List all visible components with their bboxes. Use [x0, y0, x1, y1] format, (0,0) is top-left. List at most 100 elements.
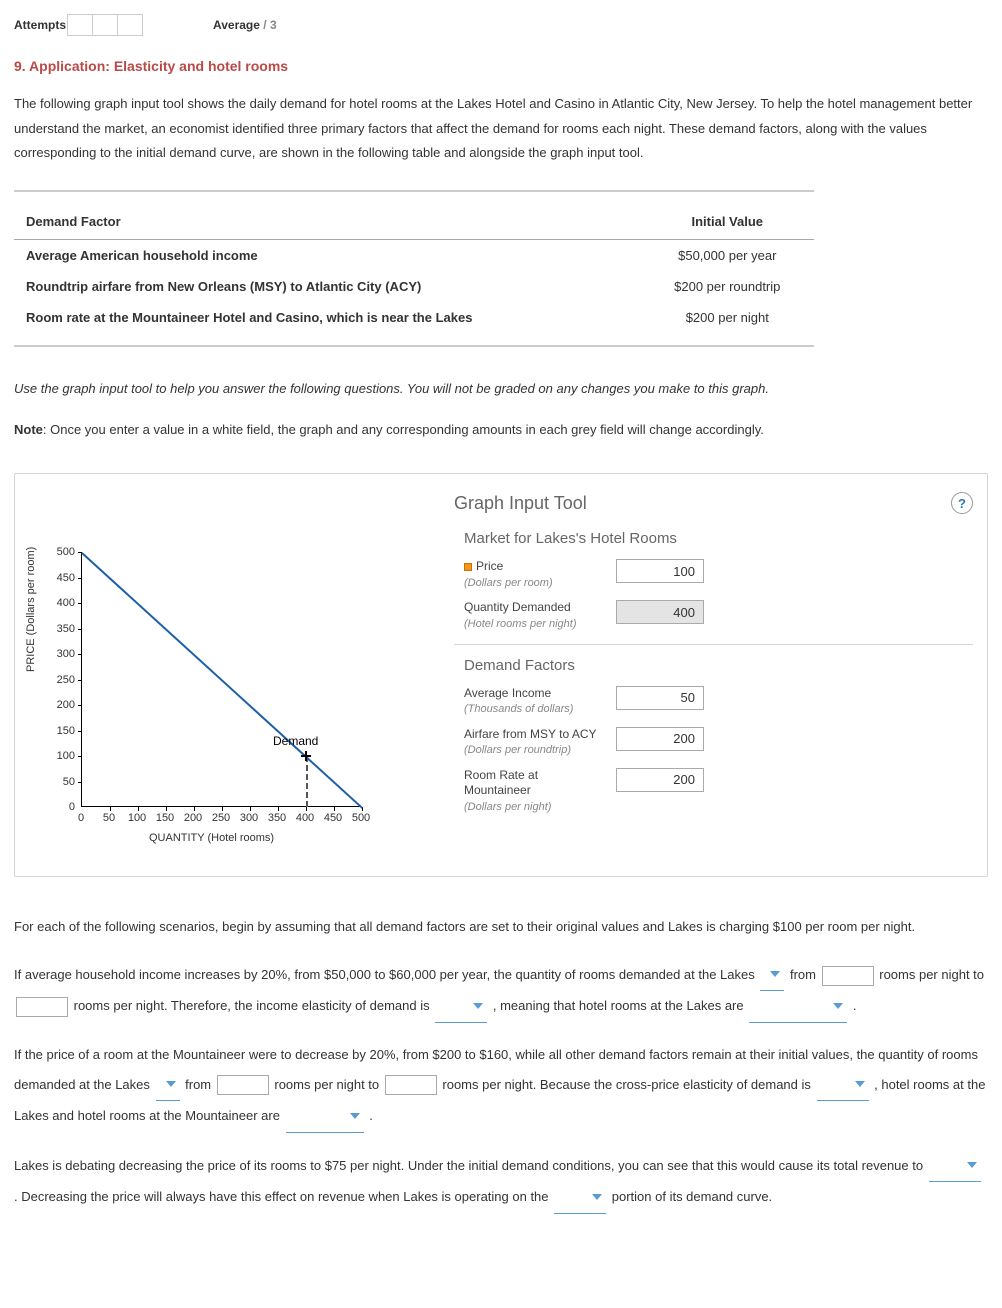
income-label: Average Income [464, 686, 551, 700]
axis-tick [78, 782, 82, 783]
axis-tick [78, 731, 82, 732]
chevron-down-icon [473, 1003, 483, 1009]
cell-value: $200 per night [641, 302, 814, 333]
ytick: 350 [49, 623, 75, 635]
s3-revenue-dropdown[interactable] [929, 1151, 981, 1183]
axis-tick [78, 629, 82, 630]
attempt-box-2 [92, 14, 118, 36]
s3-portion-dropdown[interactable] [554, 1182, 606, 1214]
orange-marker-icon [464, 563, 472, 571]
s2-direction-dropdown[interactable] [156, 1070, 180, 1102]
s2-to-input[interactable] [385, 1075, 437, 1095]
x-axis-label: QUANTITY (Hotel rooms) [149, 832, 274, 844]
axis-tick [110, 807, 111, 811]
ytick: 250 [49, 674, 75, 686]
xtick: 450 [324, 812, 342, 824]
s1-elasticity-dropdown[interactable] [435, 991, 487, 1023]
chevron-down-icon [855, 1081, 865, 1087]
attempt-box-1 [67, 14, 93, 36]
divider [454, 644, 973, 645]
xtick: 250 [212, 812, 230, 824]
income-input[interactable]: 50 [616, 686, 704, 710]
cell-value: $200 per roundtrip [641, 271, 814, 302]
note-label: Note [14, 422, 43, 437]
xtick: 50 [103, 812, 115, 824]
demand-factor-table: Demand Factor Initial Value Average Amer… [14, 190, 814, 347]
chevron-down-icon [592, 1194, 602, 1200]
xtick: 300 [240, 812, 258, 824]
rate-row: Room Rate at Mountaineer (Dollars per ni… [464, 768, 973, 815]
s1-text: . [853, 999, 857, 1014]
s2-text: . [369, 1108, 373, 1123]
attempts-bar: Attempts Average / 3 [14, 14, 988, 36]
s3-text: Lakes is debating decreasing the price o… [14, 1158, 927, 1173]
s1-text: If average household income increases by… [14, 967, 758, 982]
graph-note: Note: Once you enter a value in a white … [14, 418, 988, 443]
axis-tick [78, 578, 82, 579]
th-value: Initial Value [641, 204, 814, 240]
s2-from-input[interactable] [217, 1075, 269, 1095]
s1-text: , meaning that hotel rooms at the Lakes … [493, 999, 747, 1014]
xtick: 500 [352, 812, 370, 824]
qd-sublabel: (Hotel rooms per night) [464, 618, 577, 630]
note-text: : Once you enter a value in a white fiel… [43, 422, 764, 437]
scenarios-intro: For each of the following scenarios, beg… [14, 913, 988, 942]
th-factor: Demand Factor [14, 204, 641, 240]
s2-text: rooms per night. Because the cross-price… [442, 1077, 814, 1092]
s3-text: . Decreasing the price will always have … [14, 1190, 552, 1205]
price-label: Price [476, 559, 503, 573]
chevron-down-icon [350, 1113, 360, 1119]
s1-to-input[interactable] [16, 997, 68, 1017]
market-title: Market for Lakes's Hotel Rooms [464, 530, 973, 547]
question-intro: The following graph input tool shows the… [14, 92, 988, 166]
rate-input[interactable]: 200 [616, 768, 704, 792]
s2-relationship-dropdown[interactable] [286, 1101, 364, 1133]
demand-factors-title: Demand Factors [464, 657, 973, 674]
rate-sublabel: (Dollars per night) [464, 801, 551, 813]
price-input-row: Price (Dollars per room) 100 [464, 559, 973, 590]
graph-input-tool: Graph Input Tool ? Market for Lakes's Ho… [454, 492, 973, 852]
s2-crosselasticity-dropdown[interactable] [817, 1070, 869, 1102]
ytick: 450 [49, 572, 75, 584]
table-row: Roundtrip airfare from New Orleans (MSY)… [14, 271, 814, 302]
crosshair-point[interactable] [301, 751, 311, 761]
s2-text: rooms per night to [274, 1077, 382, 1092]
ytick: 500 [49, 546, 75, 558]
axis-tick [78, 654, 82, 655]
ytick: 200 [49, 699, 75, 711]
s1-goodtype-dropdown[interactable] [749, 991, 847, 1023]
airfare-input[interactable]: 200 [616, 727, 704, 751]
s3-text: portion of its demand curve. [612, 1190, 772, 1205]
airfare-sublabel: (Dollars per roundtrip) [464, 744, 571, 756]
s1-text: from [790, 967, 820, 982]
git-title-row: Graph Input Tool ? [454, 492, 973, 514]
demand-line[interactable] [81, 552, 363, 809]
xtick: 150 [156, 812, 174, 824]
airfare-label: Airfare from MSY to ACY [464, 727, 597, 741]
graph-note-italic: Use the graph input tool to help you ans… [14, 377, 988, 400]
table-row: Average American household income $50,00… [14, 240, 814, 272]
attempt-box-3 [117, 14, 143, 36]
qd-label: Quantity Demanded [464, 600, 571, 614]
axis-tick [78, 603, 82, 604]
ytick: 0 [49, 801, 75, 813]
s1-text: rooms per night to [879, 967, 984, 982]
question-title: 9. Application: Elasticity and hotel roo… [14, 58, 988, 74]
demand-chart[interactable]: PRICE (Dollars per room) 0 50 100 150 20… [29, 542, 389, 852]
axis-tick [222, 807, 223, 811]
income-row: Average Income (Thousands of dollars) 50 [464, 686, 973, 717]
plot-region[interactable] [81, 552, 361, 807]
s1-from-input[interactable] [822, 966, 874, 986]
qd-row: Quantity Demanded (Hotel rooms per night… [464, 600, 973, 631]
ytick: 50 [49, 776, 75, 788]
help-icon[interactable]: ? [951, 492, 973, 514]
axis-tick [166, 807, 167, 811]
axis-tick [138, 807, 139, 811]
s2-text: from [185, 1077, 215, 1092]
price-input[interactable]: 100 [616, 559, 704, 583]
scenario-2: If the price of a room at the Mountainee… [14, 1041, 988, 1133]
s1-direction-dropdown[interactable] [760, 960, 784, 992]
average-text: Average [213, 18, 260, 32]
xtick: 350 [268, 812, 286, 824]
ytick: 400 [49, 597, 75, 609]
